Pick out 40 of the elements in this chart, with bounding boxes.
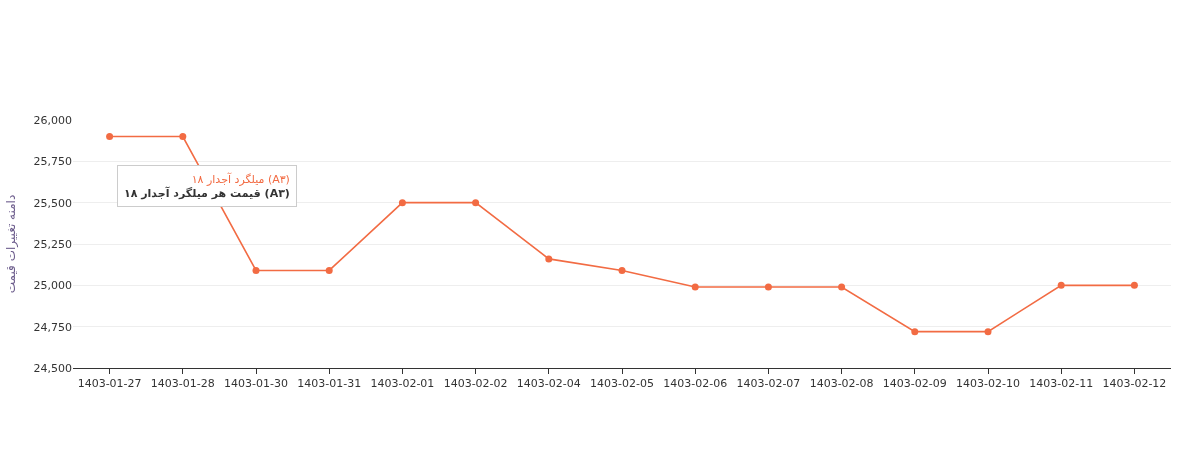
x-tick-label: 1403-01-27 [77,377,142,391]
x-tick-label: 1403-02-11 [1029,377,1094,391]
y-tick-label: 24,750 [33,320,72,334]
y-tick-label: 25,750 [33,155,72,169]
x-tick-label: 1403-01-31 [297,377,362,391]
x-tick-label: 1403-02-12 [1102,377,1167,391]
x-tick-label: 1403-02-02 [443,377,508,391]
y-tick-label: 25,500 [33,196,72,210]
point [252,266,260,274]
point [1130,281,1138,289]
point [838,283,846,291]
x-tick-label: 1403-02-10 [956,377,1020,391]
point [179,133,187,141]
y-axis-title: دامنه تغییرات قیمت [3,194,19,294]
point [911,328,919,336]
x-tick-label: 1403-01-30 [224,377,288,391]
point [764,283,772,291]
x-tick-label: 1403-02-06 [663,377,728,391]
y-tick-label: 26,000 [33,113,72,127]
series-label: میلگرد آجدار ۱۸ (A۳) [191,172,290,186]
x-tick-label: 1403-02-04 [516,377,581,391]
point [106,133,114,141]
y-tick-label: 25,250 [33,237,72,251]
x-tick-label: 1403-01-28 [150,377,215,391]
x-tick-label: 1403-02-08 [809,377,874,391]
point [984,328,992,336]
point [398,199,406,207]
x-tick-label: 1403-02-09 [882,377,947,391]
x-tick-label: 1403-02-05 [590,377,654,391]
y-tick-label: 25,000 [33,279,72,293]
x-tick-label: 1403-02-01 [370,377,435,391]
y-tick-label: 24,500 [33,361,72,375]
point [545,255,553,263]
point [618,266,626,274]
point [1057,281,1065,289]
point [691,283,699,291]
x-tick-label: 1403-02-07 [736,377,801,391]
point [472,199,480,207]
annotation: قیمت هر میلگرد آجدار ۱۸ (A۳) [124,186,290,201]
point [325,266,333,274]
